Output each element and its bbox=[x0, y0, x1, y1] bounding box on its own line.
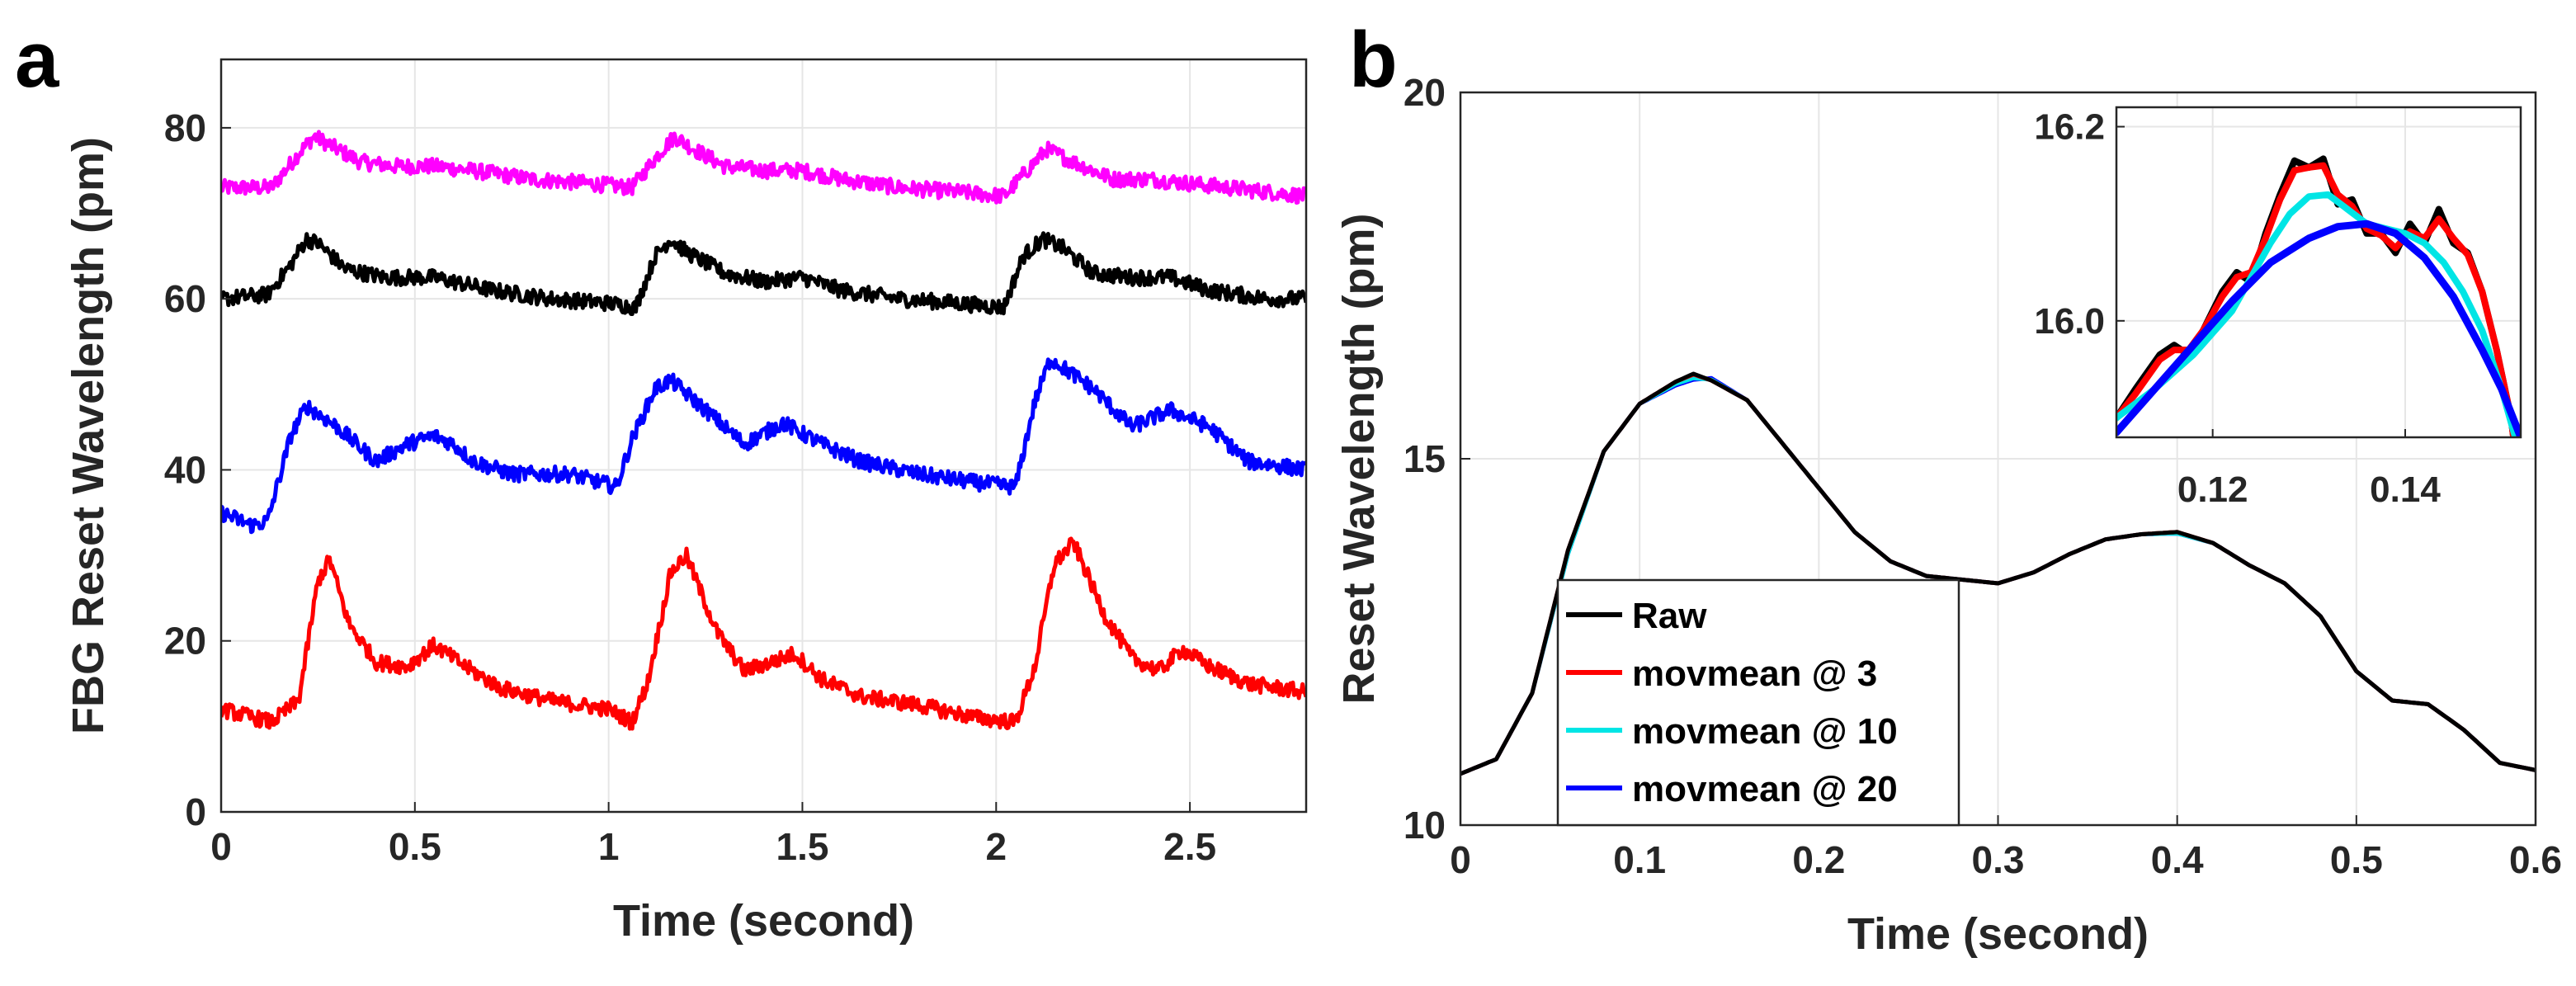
inset-series-movmean-10 bbox=[2116, 191, 2519, 437]
y-tick-label: 60 bbox=[164, 277, 206, 320]
x-tick-label: 0.3 bbox=[1972, 838, 2025, 881]
x-tick-label: 0.2 bbox=[1792, 838, 1845, 881]
y-axis-label: FBG Reset Wavelength (pm) bbox=[64, 137, 113, 734]
x-axis-label: Time (second) bbox=[1847, 909, 2149, 959]
legend-label: Raw bbox=[1632, 596, 1707, 636]
legend-label: movmean @ 20 bbox=[1632, 769, 1898, 809]
y-tick-label: 20 bbox=[1404, 71, 1446, 114]
y-tick-label: 20 bbox=[164, 620, 206, 663]
panel-b: 0 0.1 0.2 0.3 0.4 0.5 0.6 10 15 20 Time (second) Re… bbox=[1334, 16, 2562, 959]
legend-label: movmean @ 10 bbox=[1632, 711, 1898, 752]
x-tick-label: 0.5 bbox=[389, 825, 441, 868]
panel-letter: b bbox=[1349, 16, 1398, 104]
inset-y-tick-label: 16.0 bbox=[2034, 301, 2105, 342]
legend: Raw movmean @ 3 movmean @ 10 movmean @ 20 bbox=[1556, 578, 1960, 827]
legend-box bbox=[1556, 578, 1960, 827]
x-tick-label: 1 bbox=[598, 825, 620, 868]
panel-a: 0 0.5 1 1.5 2 2.5 0 20 40 60 80 Time (second) FBG Re… bbox=[15, 16, 1308, 946]
inset-plot: 0.12 0.14 16.0 16.2 bbox=[2034, 106, 2522, 510]
y-axis-label: Reset Wavelength (pm) bbox=[1334, 213, 1384, 704]
plot-frame bbox=[219, 58, 1308, 814]
x-tick-label: 0.1 bbox=[1613, 838, 1666, 881]
series-line-raw bbox=[1460, 371, 2536, 776]
x-tick-label: 0 bbox=[210, 825, 232, 868]
series-line-blue bbox=[221, 357, 1306, 535]
y-tick-label: 10 bbox=[1404, 804, 1446, 847]
panel-letter: a bbox=[15, 16, 59, 104]
series-line-magenta bbox=[221, 130, 1306, 205]
x-tick-label: 2 bbox=[985, 825, 1007, 868]
y-tick-label: 15 bbox=[1404, 437, 1446, 480]
x-tick-label: 0 bbox=[1450, 838, 1471, 881]
y-tick-label: 40 bbox=[164, 448, 206, 491]
series-line-red bbox=[221, 536, 1306, 731]
y-tick-label: 80 bbox=[164, 106, 206, 149]
inset-background bbox=[2116, 107, 2521, 437]
x-axis-label: Time (second) bbox=[613, 896, 914, 946]
y-tick-label: 0 bbox=[185, 790, 206, 833]
x-tick-label: 0.6 bbox=[2509, 838, 2562, 881]
x-tick-label: 0.5 bbox=[2330, 838, 2383, 881]
series-line-black bbox=[221, 231, 1306, 316]
legend-label: movmean @ 3 bbox=[1632, 653, 1877, 694]
inset-series-movmean-20 bbox=[2116, 219, 2521, 437]
inset-x-tick-label: 0.14 bbox=[2370, 469, 2441, 510]
x-tick-label: 2.5 bbox=[1163, 825, 1216, 868]
x-tick-label: 0.4 bbox=[2151, 838, 2204, 881]
inset-x-tick-label: 0.12 bbox=[2177, 469, 2248, 510]
x-tick-label: 1.5 bbox=[776, 825, 828, 868]
inset-frame bbox=[2115, 106, 2522, 439]
inset-y-tick-label: 16.2 bbox=[2034, 107, 2105, 148]
